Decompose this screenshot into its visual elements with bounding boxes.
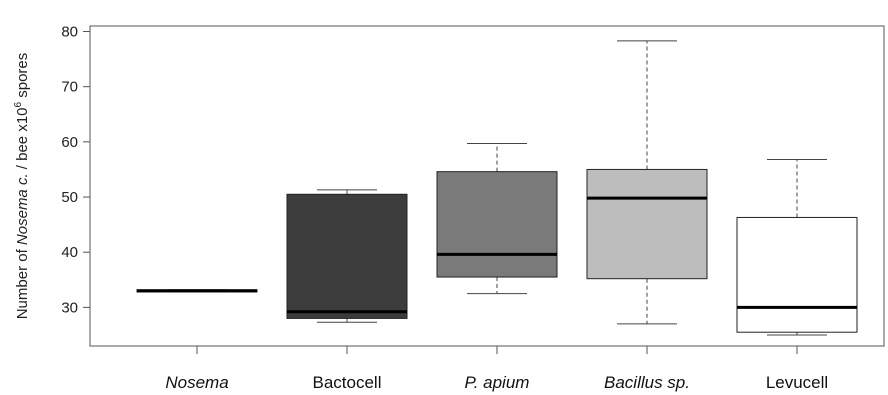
x-category-label: Levucell (766, 373, 828, 392)
y-tick-label: 30 (61, 299, 78, 316)
box-iqr (586, 168, 708, 280)
plot-frame (89, 25, 885, 347)
box-levucell (736, 159, 858, 336)
y-tick-label: 60 (61, 134, 78, 151)
box-iqr (436, 171, 558, 278)
x-category-label: P. apium (465, 373, 530, 392)
box-series (136, 40, 858, 336)
y-axis-label-text: Number of Nosema c. / bee x106 spores (13, 53, 31, 320)
box-iqr (736, 216, 858, 333)
x-category-label: Nosema (165, 373, 228, 392)
axes: 30 40 50 60 70 80 (61, 24, 885, 354)
y-tick-label: 70 (61, 79, 78, 96)
x-category-label: Bactocell (313, 373, 382, 392)
box-nosema (136, 289, 258, 293)
y-axis-label: Number of Nosema c. / bee x106 spores (13, 53, 31, 320)
y-tick-label: 40 (61, 244, 78, 261)
y-tick-label: 50 (61, 189, 78, 206)
box-p-apium (436, 143, 558, 295)
box-iqr (286, 193, 408, 319)
x-category-labels: Nosema Bactocell P. apium Bacillus sp. Levuc… (165, 373, 828, 392)
y-tick-label: 80 (61, 24, 78, 41)
x-category-label: Bacillus sp. (604, 373, 690, 392)
box-bactocell (286, 189, 408, 323)
box-bacillus-sp (586, 40, 708, 325)
